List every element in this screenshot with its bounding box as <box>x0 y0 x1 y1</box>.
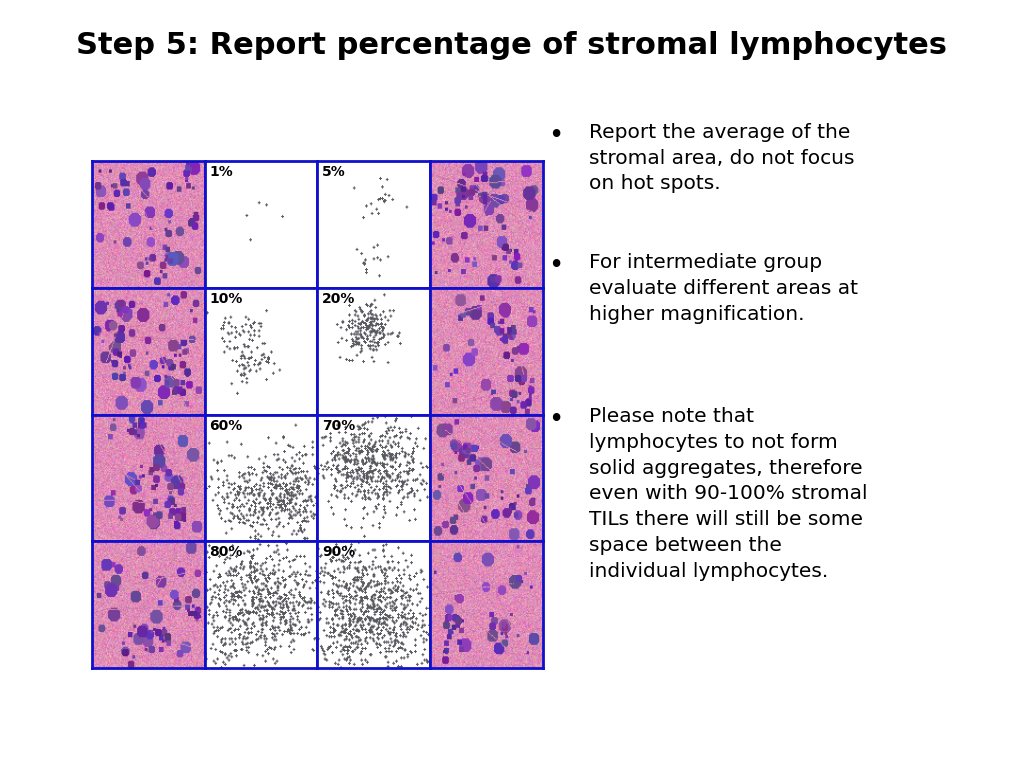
Text: 1%: 1% <box>209 165 233 179</box>
Text: 20%: 20% <box>322 292 355 306</box>
Text: 70%: 70% <box>322 419 355 432</box>
Text: •: • <box>548 253 563 280</box>
Text: 60%: 60% <box>209 419 243 432</box>
Text: Step 5: Report percentage of stromal lymphocytes: Step 5: Report percentage of stromal lym… <box>77 31 947 60</box>
Text: •: • <box>548 123 563 149</box>
Text: Report the average of the
stromal area, do not focus
on hot spots.: Report the average of the stromal area, … <box>589 123 854 194</box>
Text: •: • <box>548 407 563 433</box>
Text: For intermediate group
evaluate different areas at
higher magnification.: For intermediate group evaluate differen… <box>589 253 858 324</box>
Text: Please note that
lymphocytes to not form
solid aggregates, therefore
even with 9: Please note that lymphocytes to not form… <box>589 407 867 581</box>
Text: 5%: 5% <box>322 165 346 179</box>
Text: 80%: 80% <box>209 545 243 559</box>
Text: 10%: 10% <box>209 292 243 306</box>
Text: 90%: 90% <box>322 545 355 559</box>
